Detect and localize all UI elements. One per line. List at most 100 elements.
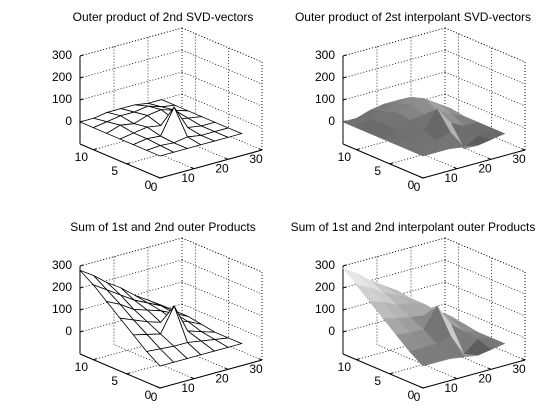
x-tick-label: 10 (181, 171, 195, 185)
subplot-title: Sum of 1st and 2nd outer Products (70, 220, 255, 234)
x-tick-label: 10 (181, 381, 195, 395)
grid-line (181, 93, 263, 129)
z-tick (342, 286, 347, 289)
x-axis (159, 359, 263, 389)
grid-line (181, 259, 263, 295)
x-tick-label: 20 (478, 372, 492, 386)
x-tick-label: 30 (512, 362, 526, 376)
subplot-title: Sum of 1st and 2nd interpolant outer Pro… (291, 220, 536, 234)
x-tick (156, 386, 161, 389)
x-tick-label: 20 (478, 162, 492, 176)
x-tick (419, 176, 424, 179)
x-tick (453, 376, 458, 380)
y-tick-label: 10 (75, 360, 89, 374)
grid-line (444, 49, 526, 85)
y-tick-label: 0 (408, 178, 415, 192)
z-tick (342, 308, 347, 311)
y-tick (422, 176, 427, 179)
z-tick (342, 264, 347, 267)
surface-patch (408, 145, 438, 157)
z-tick-label: 100 (52, 92, 72, 106)
x-tick-label: 10 (444, 171, 458, 185)
x-tick (258, 358, 263, 361)
x-tick-label: 10 (444, 381, 458, 395)
z-tick-label: 0 (65, 114, 72, 128)
z-tick (342, 54, 347, 57)
box-edge (181, 237, 263, 273)
z-tick-label: 0 (65, 324, 72, 338)
subplot-title: Outer product of 2st interpolant SVD-vec… (295, 10, 531, 24)
y-tick-label: 10 (75, 150, 89, 164)
z-tick-label: 200 (52, 280, 72, 294)
surface-patch (145, 145, 175, 157)
y-tick (126, 162, 130, 165)
y-tick-label: 0 (408, 388, 415, 402)
grid-line (444, 93, 526, 129)
x-tick (258, 148, 263, 151)
z-tick (342, 76, 347, 79)
y-tick (389, 162, 393, 165)
x-tick (487, 367, 492, 370)
grid-line (376, 344, 458, 380)
z-tick-label: 300 (315, 258, 335, 272)
x-tick (190, 376, 195, 380)
y-tick (93, 358, 97, 361)
z-tick-label: 300 (52, 48, 72, 62)
y-tick (159, 176, 164, 179)
z-tick-label: 300 (52, 258, 72, 272)
grid-line (181, 71, 263, 107)
grid-line (181, 303, 263, 339)
x-axis (422, 359, 526, 389)
z-tick (79, 330, 84, 333)
y-tick (159, 386, 164, 389)
z-tick (342, 98, 347, 101)
surface-patch (409, 347, 438, 367)
x-tick (487, 157, 492, 160)
z-tick-label: 0 (328, 114, 335, 128)
z-tick-label: 200 (52, 70, 72, 84)
x-tick (521, 358, 526, 361)
y-tick (126, 372, 130, 375)
grid-line (444, 281, 526, 317)
x-tick (224, 367, 229, 370)
x-tick-label: 0 (414, 390, 421, 404)
x-tick (224, 157, 229, 160)
y-tick (356, 148, 360, 151)
y-tick-label: 0 (145, 178, 152, 192)
z-tick (342, 330, 347, 333)
x-tick (453, 166, 458, 170)
z-tick (79, 54, 84, 57)
z-tick (79, 98, 84, 101)
box-edge (444, 237, 526, 273)
x-tick (156, 176, 161, 179)
grid-line (181, 281, 263, 317)
x-axis (422, 149, 526, 179)
z-tick-label: 100 (315, 302, 335, 316)
x-tick-label: 20 (215, 162, 229, 176)
grid-line (444, 303, 526, 339)
subplot-title: Outer product of 2nd SVD-vectors (73, 10, 254, 24)
y-tick-label: 5 (374, 164, 381, 178)
x-tick-label: 30 (249, 362, 263, 376)
y-tick-label: 10 (338, 360, 352, 374)
z-tick-label: 0 (328, 324, 335, 338)
y-tick-label: 0 (145, 388, 152, 402)
box-edge (444, 27, 526, 63)
z-tick-label: 100 (315, 92, 335, 106)
z-tick (79, 76, 84, 79)
grid-line (444, 259, 526, 295)
z-tick (79, 286, 84, 289)
grid-line (113, 344, 195, 380)
z-tick (79, 264, 84, 267)
surface-patch (145, 348, 175, 367)
box-edge (181, 27, 263, 63)
x-tick-label: 0 (151, 180, 158, 194)
z-tick-label: 200 (315, 280, 335, 294)
y-tick (356, 358, 360, 361)
z-tick-label: 300 (315, 48, 335, 62)
x-tick-label: 30 (512, 152, 526, 166)
